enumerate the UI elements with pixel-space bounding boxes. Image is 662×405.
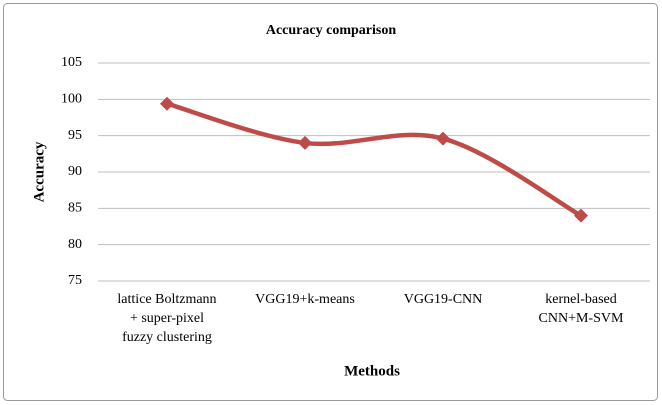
y-tick-label: 95 <box>68 128 82 143</box>
y-tick-label: 100 <box>61 92 82 107</box>
y-tick-label: 75 <box>68 273 82 288</box>
marker <box>574 208 588 223</box>
x-tick-label: lattice Boltzmann + super-pixel fuzzy clus… <box>117 292 216 345</box>
y-tick-label: 80 <box>68 237 82 252</box>
x-tick-label: kernel-based CNN+M-SVM <box>539 292 624 326</box>
chart-title: Accuracy comparison <box>266 23 396 38</box>
marker <box>160 96 174 111</box>
x-tick-label: VGG19-CNN <box>404 292 483 307</box>
x-axis-label: Methods <box>344 363 400 379</box>
y-axis-label: Accuracy <box>31 141 47 202</box>
y-tick-label: 85 <box>68 201 82 216</box>
y-tick-label: 105 <box>61 55 82 70</box>
y-tick-label: 90 <box>68 164 82 179</box>
x-tick-label: VGG19+k-means <box>255 292 355 307</box>
marker <box>436 131 450 146</box>
line <box>164 101 584 218</box>
marker <box>298 135 312 150</box>
